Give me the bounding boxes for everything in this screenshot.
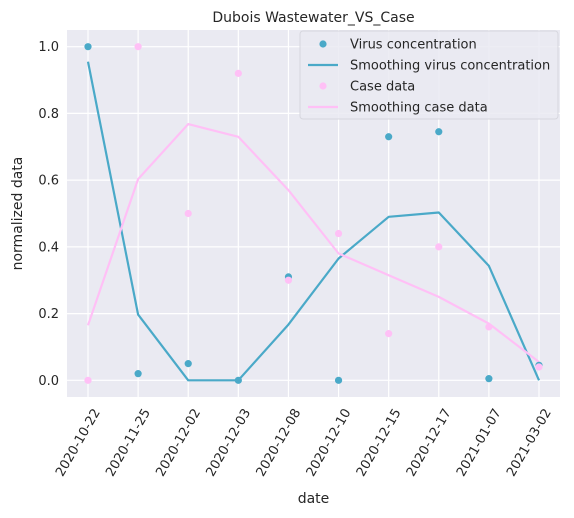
x-tick-label: 2021-01-07 xyxy=(454,406,505,479)
legend-point-marker xyxy=(319,82,327,90)
y-axis-ticks: 0.0 0.2 0.4 0.6 0.8 1.0 xyxy=(38,40,59,389)
series-line xyxy=(86,61,541,382)
x-tick-label: 2021-03-02 xyxy=(504,406,555,479)
legend-item: Smoothing case data xyxy=(308,101,488,116)
x-tick-label: 2020-12-08 xyxy=(254,406,305,479)
x-tick-label: 2020-12-15 xyxy=(354,406,405,479)
legend-item: Virus concentration xyxy=(319,38,477,53)
data-point xyxy=(485,375,493,383)
data-point xyxy=(234,69,242,77)
data-point xyxy=(134,370,142,378)
y-tick-label: 0.4 xyxy=(38,240,59,255)
data-point xyxy=(234,376,242,384)
x-tick-label: 2020-12-03 xyxy=(203,406,254,479)
legend-box xyxy=(299,30,559,120)
data-point xyxy=(535,363,543,371)
data-point xyxy=(435,243,443,251)
series-smoothing-virus-concentration xyxy=(86,61,541,382)
legend-label: Smoothing virus concentration xyxy=(350,59,550,74)
data-point xyxy=(284,276,293,284)
x-tick-label: 2020-12-02 xyxy=(153,406,204,479)
data-point xyxy=(435,128,443,136)
legend: Virus concentration Smoothing virus conce… xyxy=(299,30,559,120)
series-case-data xyxy=(84,43,543,384)
series-line xyxy=(86,122,540,363)
legend-item: Case data xyxy=(319,80,415,95)
legend-label: Smoothing case data xyxy=(350,101,488,116)
series-smoothing-case-data xyxy=(86,122,540,363)
x-tick-label: 2020-11-25 xyxy=(103,406,154,479)
data-point xyxy=(84,376,92,384)
y-axis-label: normalized data xyxy=(10,157,26,271)
data-point xyxy=(184,360,192,368)
y-tick-label: 1.0 xyxy=(38,40,59,55)
data-point xyxy=(385,133,393,141)
y-tick-label: 0.8 xyxy=(38,107,59,122)
x-tick-label: 2020-12-17 xyxy=(404,406,455,479)
x-tick-label: 2020-10-22 xyxy=(53,406,104,479)
x-axis-label: date xyxy=(298,491,330,507)
legend-item: Smoothing virus concentration xyxy=(308,59,550,74)
x-axis-ticks: 2020-10-22 2020-11-25 2020-12-02 2020-12-03… xyxy=(53,406,555,479)
data-point xyxy=(334,229,343,238)
data-point xyxy=(485,323,493,331)
chart-title: Dubois Wastewater_VS_Case xyxy=(212,10,414,26)
y-tick-label: 0.6 xyxy=(38,174,59,189)
legend-label: Virus concentration xyxy=(350,38,477,53)
grid xyxy=(67,30,560,397)
data-point xyxy=(184,209,192,218)
data-point xyxy=(134,43,142,51)
y-tick-label: 0.0 xyxy=(38,374,59,389)
data-point xyxy=(84,43,92,51)
y-tick-label: 0.2 xyxy=(38,307,59,322)
x-tick-label: 2020-12-10 xyxy=(304,406,355,479)
data-point xyxy=(385,330,393,338)
legend-point-marker xyxy=(319,40,327,48)
legend-label: Case data xyxy=(350,80,415,95)
data-point xyxy=(334,376,343,384)
series-layer xyxy=(84,43,543,384)
